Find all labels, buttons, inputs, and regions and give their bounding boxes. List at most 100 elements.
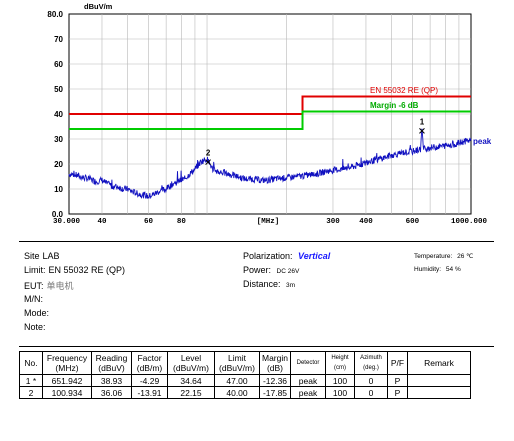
eut-value: 单电机 [46,281,74,291]
limit-line-label: EN 55032 RE (QP) [370,86,438,95]
y-tick-label: 30 [54,135,63,144]
y-tick-label: 20 [54,160,63,169]
site-key: Site [24,251,40,261]
cell-margin: -12.36 [259,374,291,387]
y-tick-label: 60 [54,60,63,69]
polarization-row: Polarization: Vertical [243,251,330,261]
header-frequency: Frequency (MHz) [42,351,92,375]
mode-row: Mode: [24,308,52,318]
note-key: Note: [24,322,46,332]
info-bottom-border [19,346,494,347]
marker-cross [205,159,211,165]
limit-key: Limit: [24,265,46,275]
header-level: Level (dBuV/m) [167,351,215,375]
cell-no: 2 [19,386,43,399]
marker-label: 1 [420,117,425,126]
emission-chart: 0.0 10 20 30 40 50 60 70 80.0 30.000 40 60 80 300 400… [47,2,492,226]
cell-level: 22.15 [167,386,215,399]
distance-key: Distance: [243,279,281,289]
cell-remark [406,386,471,399]
cell-frequency: 651.942 [42,374,92,387]
y-tick-label: 80.0 [47,10,63,19]
humidity-key: Humidity: [414,266,442,273]
cell-azimuth: 0 [353,386,388,399]
site-row: Site LAB [24,251,60,261]
header-azimuth: Azimuth (deg.) [353,351,388,375]
x-tick-label: 300 [326,218,340,226]
cell-limit: 40.00 [214,386,260,399]
y-tick-label: 50 [54,85,63,94]
y-tick-label: 10 [54,185,63,194]
header-pf: P/F [386,351,408,375]
limit-line [69,95,471,115]
temperature-value: 26 ℃ [457,253,474,260]
x-tick-label: 30.000 [53,218,81,226]
polarization-key: Polarization: [243,251,293,261]
y-tick-label: 0.0 [52,210,64,219]
header-height: Height (cm) [324,351,355,375]
eut-row: EUT: 单电机 [24,279,74,292]
x-axis-label: [MHz] [257,218,280,226]
x-ticks: 30.000 40 60 80 300 400 600 1000.000 [53,218,487,226]
humidity-value: 54 % [445,266,461,273]
x-tick-label: 40 [97,218,107,226]
header-remark: Remark [406,351,471,375]
cell-no: 1 * [19,374,43,387]
mn-row: M/N: [24,294,46,304]
marker-cross [419,128,425,134]
mode-key: Mode: [24,308,50,318]
distance-value: 3m [286,282,296,289]
cell-pf: P [386,374,408,387]
table-row: 2 100.934 36.06 -13.91 22.15 40.00 -17.8… [19,386,471,399]
x-tick-label: 80 [177,218,187,226]
temperature-key: Temperature: [414,253,453,260]
table-row: 1 * 651.942 38.93 -4.29 34.64 47.00 -12.… [19,374,471,387]
info-top-border [19,241,494,242]
header-margin: Margin (dB) [259,351,291,375]
cell-margin: -17.85 [259,386,291,399]
cell-factor: -4.29 [131,374,168,387]
cell-detector: peak [289,386,326,399]
distance-row: Distance: 3m [243,279,295,289]
limit-row: Limit: EN 55032 RE (QP) [24,265,125,275]
cell-remark [406,374,471,387]
y-axis-label: dBuV/m [84,2,113,11]
header-limit: Limit (dBuV/m) [214,351,260,375]
cell-height: 100 [324,374,355,387]
series-label-peak: peak [473,137,492,146]
power-key: Power: [243,265,272,275]
header-detector: Detector [289,351,326,375]
mn-key: M/N: [24,294,43,304]
cell-factor: -13.91 [131,386,168,399]
y-tick-label: 40 [54,110,63,119]
y-tick-label: 70 [54,35,63,44]
cell-height: 100 [324,386,355,399]
x-tick-label: 400 [359,218,373,226]
site-value: LAB [42,251,60,261]
header-no: No. [19,351,43,375]
results-table: No. Frequency (MHz) Reading (dBuV) Facto… [19,351,471,399]
limit-value: EN 55032 RE (QP) [48,265,126,275]
cell-azimuth: 0 [353,374,388,387]
table-header-row: No. Frequency (MHz) Reading (dBuV) Facto… [19,351,471,375]
x-tick-label: 60 [144,218,154,226]
cell-detector: peak [289,374,326,387]
cell-reading: 38.93 [91,374,132,387]
polarization-value: Vertical [298,251,331,261]
marker-label: 2 [206,149,211,158]
temperature-row: Temperature: 26 ℃ [414,252,473,260]
margin-line [69,110,471,130]
cell-pf: P [386,386,408,399]
cell-frequency: 100.934 [42,386,92,399]
x-tick-label: 600 [406,218,420,226]
cell-reading: 36.06 [91,386,132,399]
cell-limit: 47.00 [214,374,260,387]
eut-key: EUT: [24,281,44,291]
power-row: Power: DC 26V [243,265,299,275]
humidity-row: Humidity: 54 % [414,266,461,273]
markers: 12 [205,117,425,165]
note-row: Note: [24,322,49,332]
header-factor: Factor (dB/m) [131,351,168,375]
header-reading: Reading (dBuV) [91,351,132,375]
y-ticks: 0.0 10 20 30 40 50 60 70 80.0 [47,10,63,219]
